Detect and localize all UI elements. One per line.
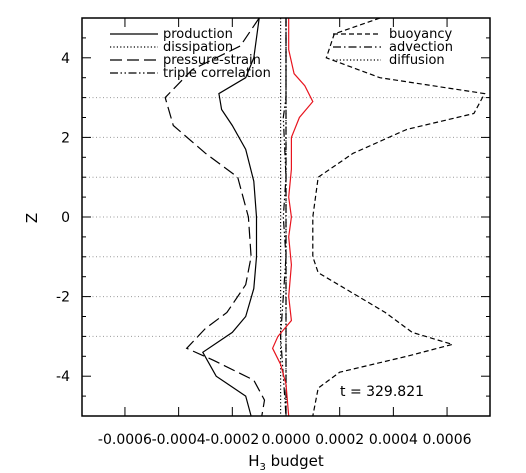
legend-label-pressure-strain: pressure-strain bbox=[163, 53, 261, 68]
x-tick-label-5: 0.0004 bbox=[369, 432, 418, 448]
x-tick-label-1: -0.0004 bbox=[152, 432, 206, 448]
legend-label-diffusion: diffusion bbox=[389, 53, 445, 68]
legend-left: productiondissipationpressure-straintrip… bbox=[110, 27, 271, 81]
legend-label-advection: advection bbox=[389, 40, 453, 55]
x-axis-title: H3 budget bbox=[248, 452, 324, 473]
x-tick-label-3: 0.0000 bbox=[262, 432, 311, 448]
axis-ticks: -0.0006 -0.0004 -0.0002 0.0000 0.0002 0.0004 0… bbox=[56, 17, 490, 448]
y-tick-label-1: -2 bbox=[56, 290, 70, 306]
y-axis-title: Z bbox=[23, 213, 41, 223]
y-tick-label-4: 4 bbox=[61, 51, 70, 67]
plot-series bbox=[164, 17, 486, 417]
legend-label-production: production bbox=[163, 27, 233, 42]
time-annotation: t = 329.821 bbox=[340, 384, 424, 400]
x-tick-label-6: 0.0006 bbox=[423, 432, 472, 448]
legend-label-dissipation: dissipation bbox=[163, 40, 233, 55]
y-tick-label-0: -4 bbox=[56, 369, 70, 385]
legend-label-buoyancy: buoyancy bbox=[389, 27, 452, 42]
x-axis-title-subscript: 3 bbox=[259, 462, 265, 473]
x-axis-title-rest: budget bbox=[266, 452, 324, 470]
series-line-buoyancy bbox=[312, 17, 486, 417]
x-tick-label-4: 0.0002 bbox=[315, 432, 364, 448]
x-axis-title-main: H bbox=[248, 452, 259, 470]
legend-label-triple-correlation: triple correlation bbox=[163, 66, 271, 81]
y-tick-label-3: 2 bbox=[61, 130, 70, 146]
series-line-unlabeled-red bbox=[271, 18, 314, 417]
series-line-pressure-strain bbox=[164, 17, 266, 417]
x-tick-label-2: -0.0002 bbox=[205, 432, 259, 448]
x-tick-label-0: -0.0006 bbox=[98, 432, 152, 448]
series-line-production bbox=[202, 17, 260, 417]
y-tick-label-2: 0 bbox=[61, 210, 70, 226]
